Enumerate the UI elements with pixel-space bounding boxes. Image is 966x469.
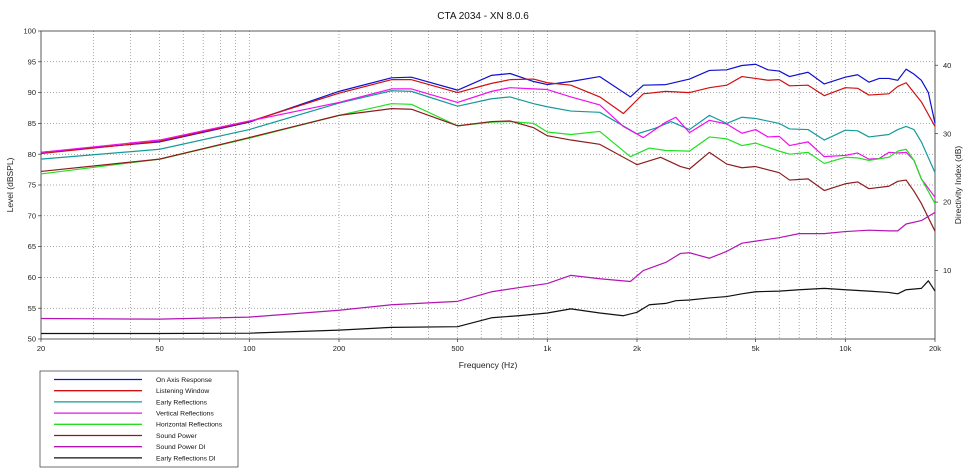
x-tick-label: 20k [929, 344, 941, 353]
x-tick-label: 2k [633, 344, 641, 353]
y2-tick-label: 40 [943, 61, 951, 70]
y-axis-label: Level (dBSPL) [5, 157, 15, 212]
legend-label: Early Reflections [156, 399, 208, 406]
y-tick-label: 65 [28, 242, 36, 251]
y-tick-label: 100 [23, 27, 36, 36]
y2-tick-label: 30 [943, 129, 951, 138]
y2-axis-label: Directivity Index (dB) [953, 146, 963, 225]
series-line [40, 103, 936, 204]
axis-ticks: 20 50 100 200 500 1k 2k 5k 10k 20k505560657075808… [23, 27, 951, 353]
series-line [40, 75, 936, 155]
legend-label: Sound Power DI [156, 444, 206, 451]
legend-label: Sound Power [156, 433, 198, 440]
series-line [41, 280, 936, 335]
x-tick-label: 100 [243, 344, 256, 353]
legend-label: On Axis Response [156, 377, 212, 384]
x-tick-label: 200 [333, 344, 346, 353]
x-tick-label: 500 [451, 344, 464, 353]
chart-title: CTA 2034 - XN 8.0.6 [437, 11, 529, 22]
x-tick-label: 10k [839, 344, 851, 353]
y-tick-label: 50 [28, 335, 36, 344]
legend-label: Vertical Reflections [156, 411, 214, 418]
y2-tick-label: 10 [943, 266, 951, 275]
y-tick-label: 60 [28, 273, 36, 282]
legend-label: Early Reflections DI [156, 455, 216, 462]
x-tick-label: 5k [752, 344, 760, 353]
series-line [40, 63, 936, 153]
y-tick-label: 70 [28, 211, 36, 220]
x-tick-label: 50 [155, 344, 163, 353]
series-line [40, 90, 936, 173]
legend: On Axis Response Listening Window Early Re… [39, 370, 239, 468]
series-line [40, 108, 936, 232]
y-tick-label: 55 [28, 304, 36, 313]
x-tick-label: 20 [37, 344, 45, 353]
series-line [40, 211, 936, 320]
x-tick-label: 1k [543, 344, 551, 353]
y-tick-label: 80 [28, 150, 36, 159]
x-axis-label: Frequency (Hz) [459, 360, 518, 370]
y-tick-label: 90 [28, 88, 36, 97]
legend-label: Listening Window [156, 388, 209, 395]
y-tick-label: 75 [28, 181, 36, 190]
legend-box [39, 370, 239, 468]
y-tick-label: 85 [28, 119, 36, 128]
y-tick-label: 95 [28, 57, 36, 66]
legend-label: Horizontal Reflections [156, 422, 223, 429]
y2-tick-label: 20 [943, 198, 951, 207]
series-lines [40, 63, 936, 335]
